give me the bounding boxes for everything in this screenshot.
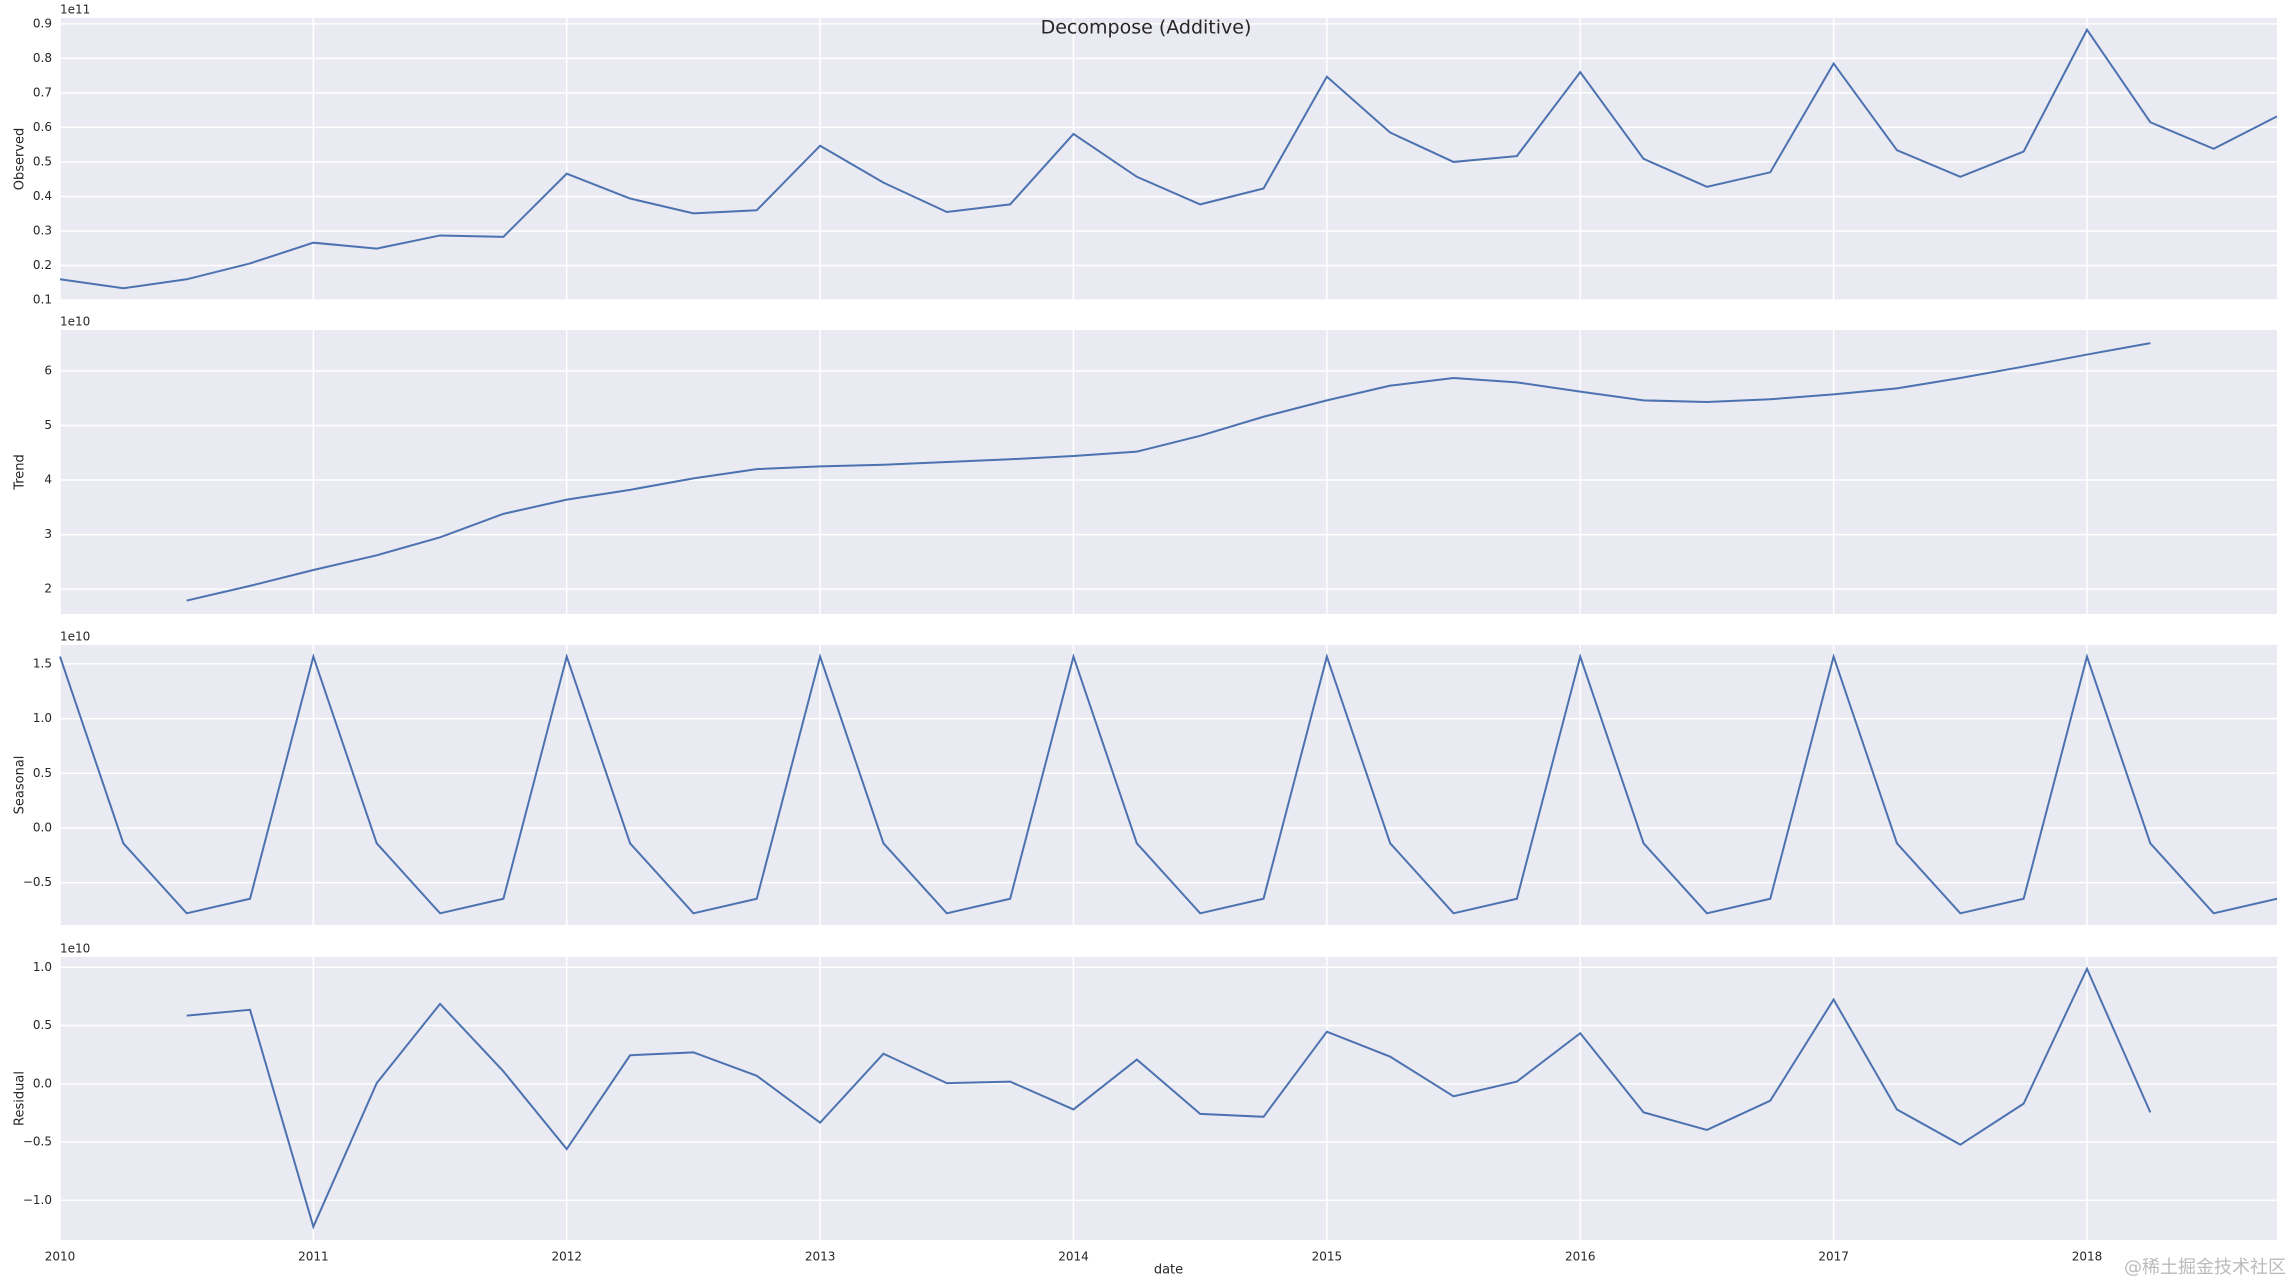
- offset-label: 1e10: [60, 942, 90, 956]
- x-tick-label: 2011: [298, 1250, 329, 1264]
- y-tick-label: 0.4: [33, 189, 52, 203]
- x-tick-label: 2012: [551, 1250, 582, 1264]
- y-tick-label: 4: [44, 473, 52, 487]
- y-tick-label: −1.0: [23, 1193, 52, 1207]
- y-tick-label: 0.0: [33, 1076, 52, 1090]
- data-line: [59, 653, 2278, 915]
- x-tick-label: 2010: [45, 1250, 76, 1264]
- x-tick-label: 2013: [805, 1250, 836, 1264]
- y-tick-label: 1.5: [33, 656, 52, 670]
- plot-area: [60, 957, 2277, 1240]
- y-tick-label: 0.8: [33, 51, 52, 65]
- y-tick-label: 0.9: [33, 16, 52, 30]
- y-axis-label: Observed: [13, 128, 28, 191]
- offset-label: 1e11: [60, 3, 90, 17]
- figure-title: Decompose (Additive): [1041, 17, 1252, 39]
- x-axis-label: date: [1154, 1263, 1183, 1278]
- y-tick-label: −0.5: [23, 875, 52, 889]
- y-tick-label: 1.0: [33, 960, 52, 974]
- offset-label: 1e10: [60, 315, 90, 329]
- y-axis-label: Residual: [13, 1071, 28, 1126]
- x-tick-label: 2018: [2072, 1250, 2103, 1264]
- plot-area: [60, 18, 2277, 300]
- y-tick-label: 2: [44, 582, 52, 596]
- plot-area: [60, 330, 2277, 614]
- y-tick-label: 0.5: [33, 154, 52, 168]
- data-line: [186, 342, 2151, 602]
- y-tick-label: 0.0: [33, 820, 52, 834]
- y-tick-label: 0.5: [33, 766, 52, 780]
- x-tick-label: 2017: [1818, 1250, 1849, 1264]
- x-tick-label: 2016: [1565, 1250, 1596, 1264]
- data-line: [186, 966, 2152, 1230]
- x-tick-label: 2014: [1058, 1250, 1089, 1264]
- y-tick-label: 3: [44, 527, 52, 541]
- y-axis-label: Trend: [13, 454, 28, 491]
- y-tick-label: 0.7: [33, 85, 52, 99]
- y-tick-label: 0.6: [33, 120, 52, 134]
- watermark: @稀土掘金技术社区: [2124, 1257, 2286, 1278]
- offset-label: 1e10: [60, 630, 90, 644]
- y-tick-label: 0.5: [33, 1018, 52, 1032]
- y-tick-label: −0.5: [23, 1135, 52, 1149]
- y-tick-label: 0.2: [33, 258, 52, 272]
- x-tick-label: 2015: [1312, 1250, 1343, 1264]
- data-line: [59, 27, 2278, 290]
- y-tick-label: 0.1: [33, 293, 52, 307]
- y-tick-label: 0.3: [33, 223, 52, 237]
- y-axis-label: Seasonal: [13, 756, 28, 815]
- y-tick-label: 5: [44, 418, 52, 432]
- y-tick-label: 6: [44, 363, 52, 377]
- y-tick-label: 1.0: [33, 711, 52, 725]
